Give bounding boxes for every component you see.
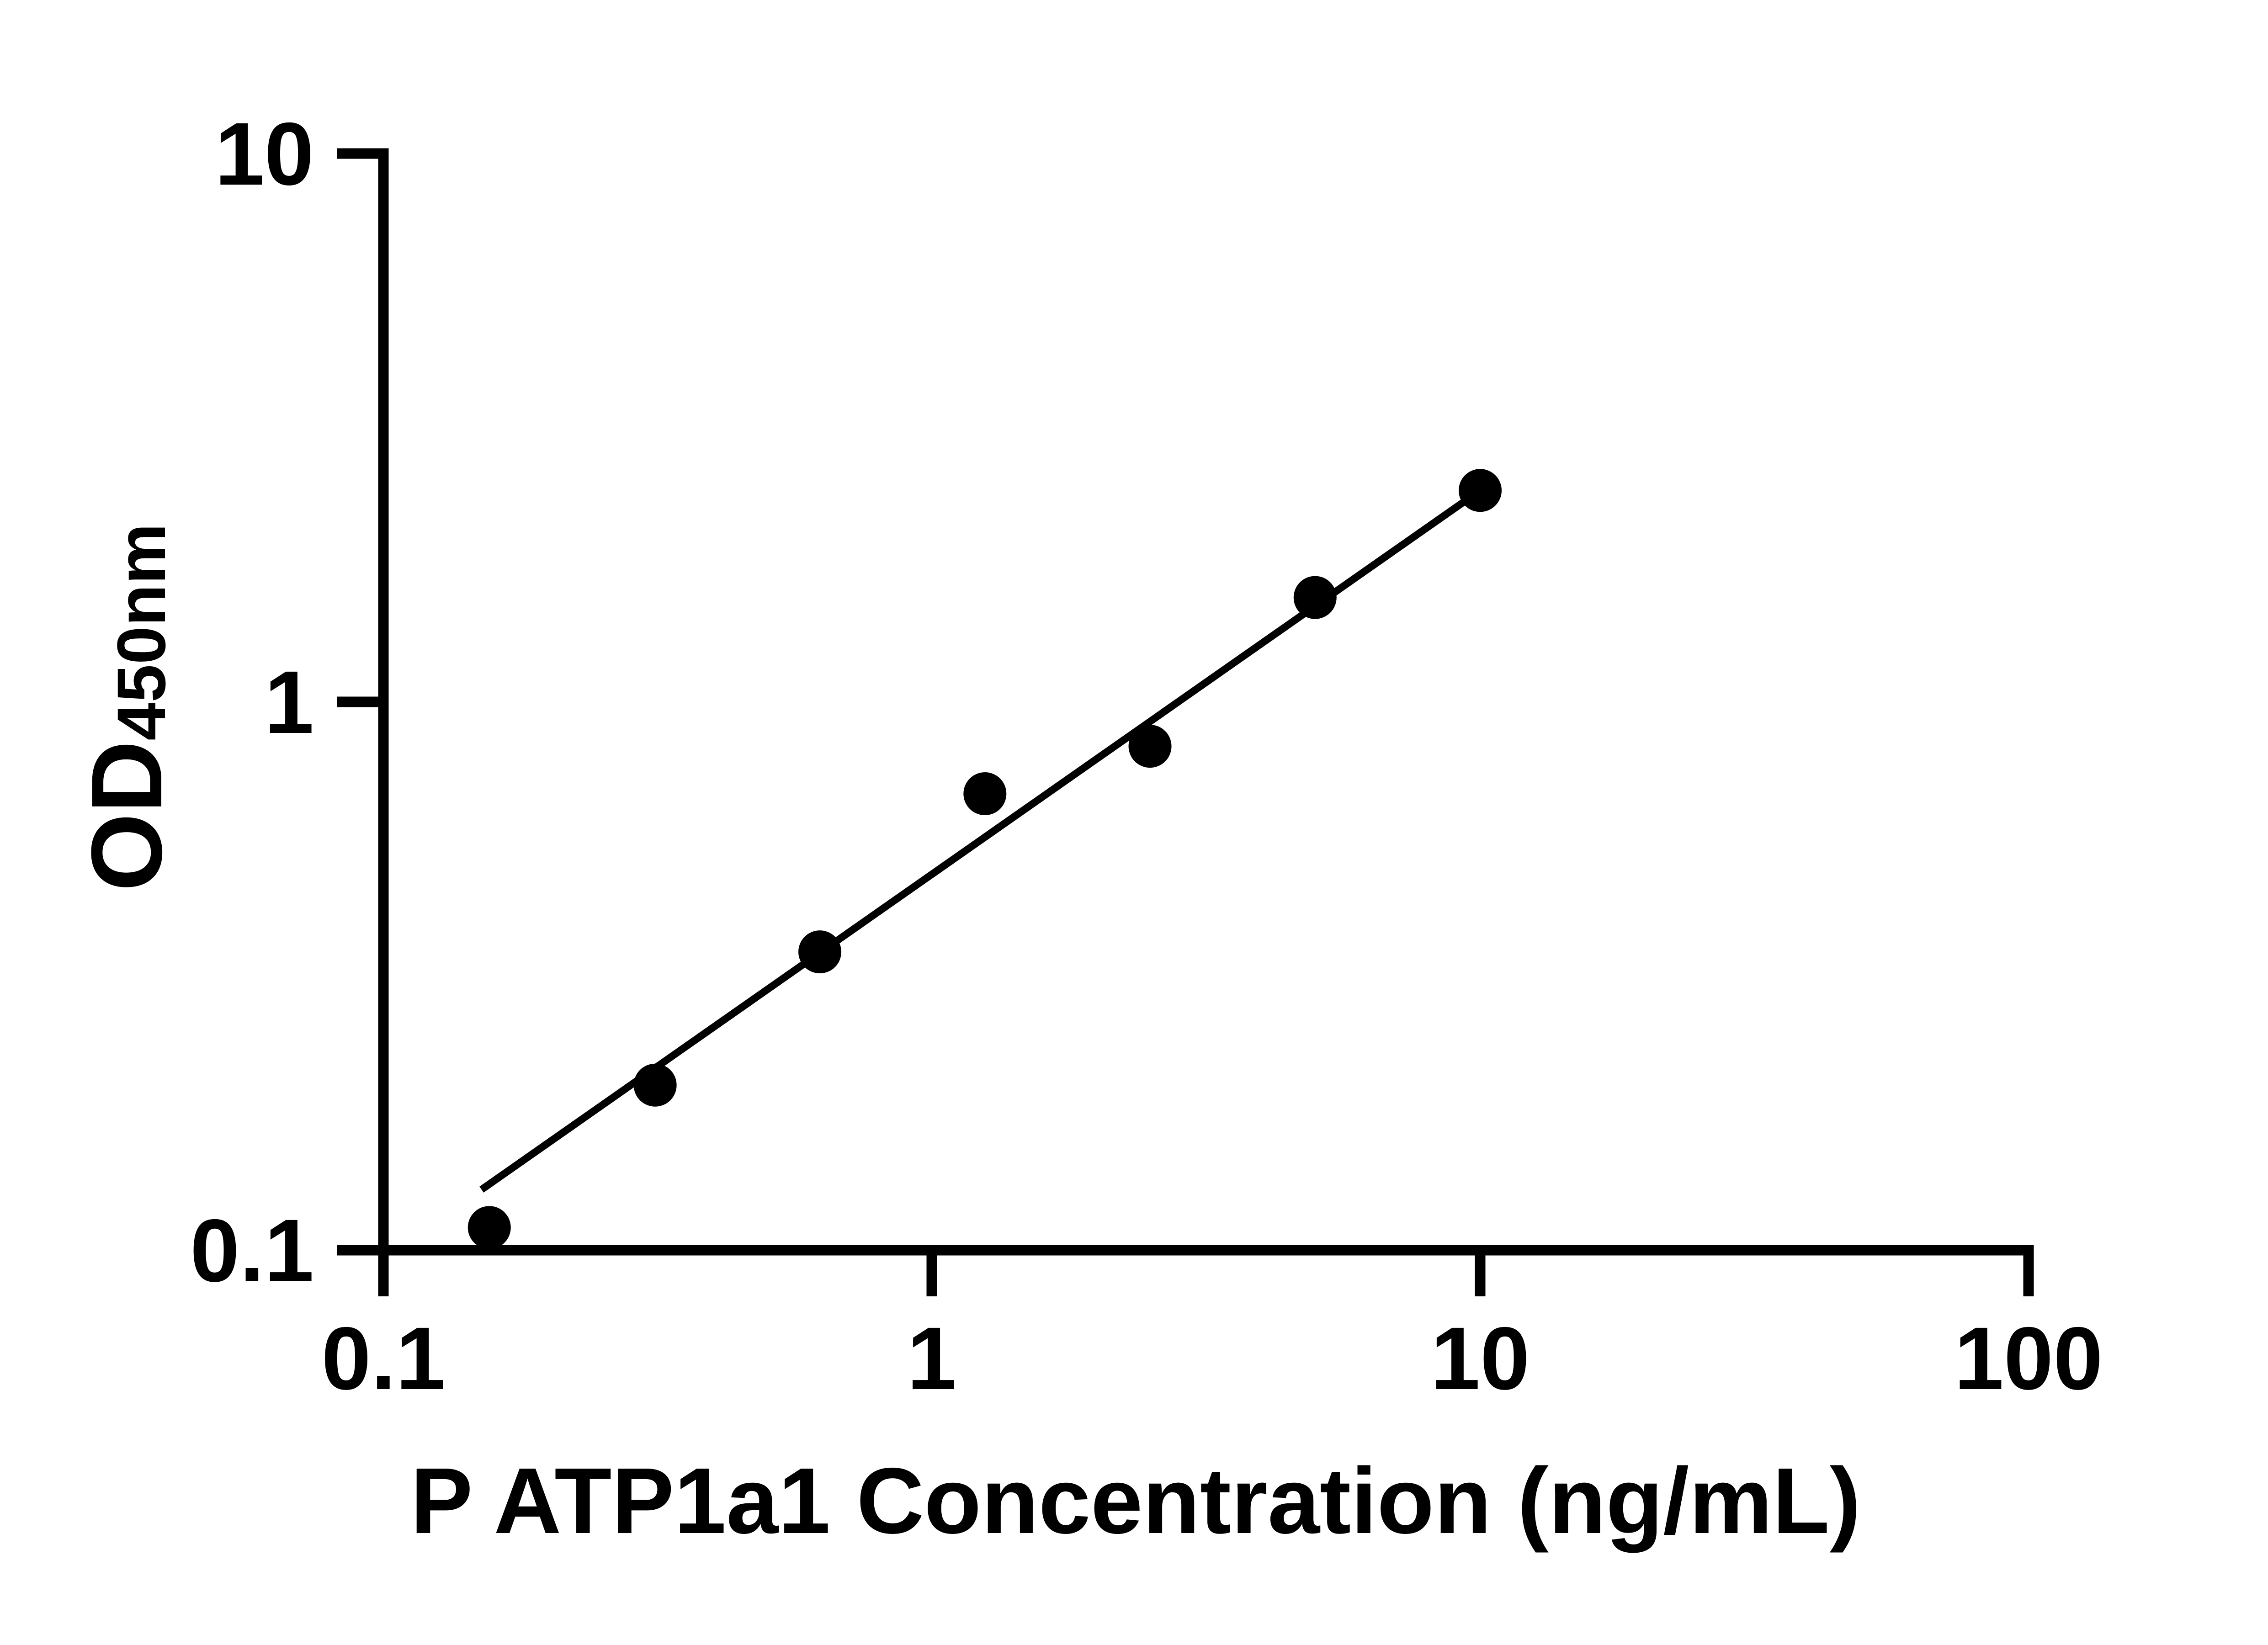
y-axis-title: OD450nm [70, 523, 183, 891]
x-tick-label: 1 [907, 1309, 956, 1408]
y-tick-label: 1 [265, 653, 314, 752]
x-tick-label: 0.1 [321, 1309, 445, 1408]
y-tick-label: 0.1 [190, 1201, 314, 1300]
plot-area: 0.1 1 10 0.1 1 10 100 [190, 104, 2103, 1408]
y-axis-title-main: OD [70, 741, 183, 891]
data-point [1293, 576, 1337, 619]
data-point [1128, 725, 1172, 768]
x-tick-label: 100 [1954, 1309, 2103, 1408]
data-point [1459, 469, 1502, 512]
x-axis-title: P ATP1a1 Concentration (ng/mL) [410, 1449, 1861, 1553]
data-point [798, 930, 842, 974]
data-point [633, 1063, 677, 1107]
data-point [467, 1206, 511, 1249]
x-tick-label: 10 [1431, 1309, 1530, 1408]
y-axis-title-subscript: 450nm [103, 523, 180, 740]
data-point [963, 772, 1007, 815]
y-tick-label: 10 [215, 104, 314, 204]
